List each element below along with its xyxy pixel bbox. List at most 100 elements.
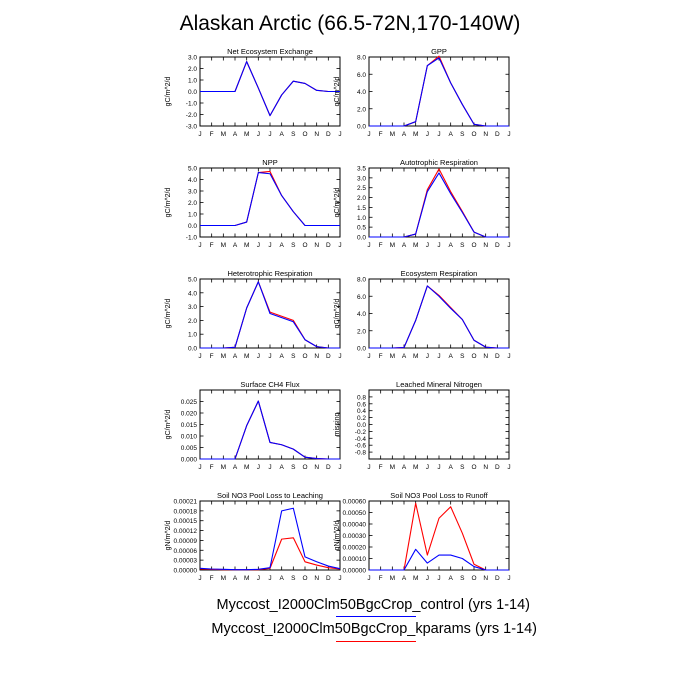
chart-panel: Leached Mineral Nitrogenmissing-0.8-0.6-… — [334, 380, 511, 471]
panel-title: Leached Mineral Nitrogen — [396, 380, 482, 389]
x-tick-label: J — [437, 131, 440, 138]
y-tick-label: 0.00021 — [174, 499, 198, 506]
chart-panel: Soil NO3 Pool Loss to LeachinggN/m^2/d0.… — [165, 491, 342, 582]
x-tick-label: J — [338, 464, 341, 471]
x-tick-label: J — [437, 353, 440, 360]
x-tick-label: O — [302, 575, 307, 582]
x-tick-label: A — [233, 353, 238, 360]
series-line-control — [200, 400, 340, 460]
series-line-control — [369, 285, 509, 349]
y-tick-label: 2.0 — [188, 318, 197, 325]
x-tick-label: D — [326, 242, 331, 249]
x-tick-label: F — [379, 131, 383, 138]
series-line-control — [200, 61, 340, 117]
x-tick-label: N — [483, 353, 488, 360]
panel-title: Heterotrophic Respiration — [227, 269, 312, 278]
x-tick-label: J — [257, 242, 260, 249]
x-tick-label: A — [233, 242, 238, 249]
x-tick-label: F — [210, 242, 214, 249]
series-line-kparams — [200, 61, 340, 117]
x-tick-label: J — [426, 242, 429, 249]
series-line-control — [200, 172, 340, 227]
y-tick-label: 3.0 — [188, 189, 197, 196]
y-axis-label: gC/m^2/d — [165, 77, 172, 107]
x-tick-label: J — [426, 575, 429, 582]
chart-panel: Soil NO3 Pool Loss to RunoffgN/m^2/d0.00… — [334, 491, 511, 582]
x-tick-label: M — [244, 131, 249, 138]
y-tick-label: -0.2 — [355, 429, 367, 436]
x-tick-label: A — [233, 131, 238, 138]
y-tick-label: -0.8 — [355, 450, 367, 457]
y-tick-label: 0.025 — [181, 399, 198, 406]
x-tick-label: J — [367, 242, 370, 249]
x-tick-label: O — [302, 242, 307, 249]
x-tick-label: J — [338, 131, 341, 138]
x-tick-label: F — [210, 353, 214, 360]
y-tick-label: 0.0 — [188, 346, 197, 353]
x-tick-label: M — [413, 353, 418, 360]
x-tick-label: A — [279, 242, 284, 249]
x-tick-label: S — [291, 353, 296, 360]
x-tick-label: A — [279, 575, 284, 582]
x-tick-label: J — [367, 575, 370, 582]
x-tick-label: N — [314, 242, 319, 249]
legend-label-kparams: Myccost_I2000Clm50BgcCrop_kparams (yrs 1… — [211, 621, 537, 637]
x-tick-label: A — [448, 353, 453, 360]
x-tick-label: F — [379, 353, 383, 360]
x-tick-label: J — [437, 464, 440, 471]
y-tick-label: 5.0 — [188, 166, 197, 173]
x-tick-label: S — [291, 575, 296, 582]
x-tick-label: J — [426, 353, 429, 360]
y-tick-label: 3.5 — [357, 166, 366, 173]
x-tick-label: A — [279, 353, 284, 360]
y-tick-label: 0.4 — [357, 408, 366, 415]
x-tick-label: J — [426, 131, 429, 138]
series-line-kparams — [200, 400, 340, 460]
x-tick-label: N — [483, 575, 488, 582]
x-tick-label: J — [257, 353, 260, 360]
y-tick-label: 0.0 — [357, 124, 366, 131]
x-tick-label: N — [483, 464, 488, 471]
x-tick-label: J — [198, 242, 201, 249]
x-tick-label: M — [244, 242, 249, 249]
panel-title: Surface CH4 Flux — [240, 380, 299, 389]
series-line-kparams — [369, 502, 509, 571]
x-tick-label: F — [379, 242, 383, 249]
x-tick-label: M — [244, 464, 249, 471]
series-line-control — [369, 548, 509, 571]
x-tick-label: O — [471, 353, 476, 360]
x-tick-label: O — [471, 131, 476, 138]
y-tick-label: 0.0 — [188, 89, 197, 96]
y-tick-label: 0.00040 — [343, 522, 367, 529]
x-tick-label: N — [314, 464, 319, 471]
series-line-control — [199, 507, 341, 571]
y-tick-label: 0.00012 — [174, 528, 198, 535]
x-tick-label: J — [367, 131, 370, 138]
chart-panel: Surface CH4 Flux gC/m^2/d 0.000 0.005 0.010 0… — [165, 380, 342, 471]
y-axis-label: gC/m^2/d — [165, 410, 172, 440]
x-tick-label: J — [257, 131, 260, 138]
y-tick-label: 5.0 — [188, 277, 197, 284]
x-tick-label: F — [210, 464, 214, 471]
x-tick-label: F — [379, 464, 383, 471]
chart-panel: Net Ecosystem Exchange gC/m^2/d -3.0 -2.0 -1… — [165, 47, 342, 138]
y-tick-label: 3.0 — [357, 175, 366, 182]
y-axis-label: gC/m^2/d — [334, 77, 341, 107]
y-tick-label: 0.00003 — [174, 558, 198, 565]
x-tick-label: J — [257, 464, 260, 471]
y-tick-label: 0.000 — [181, 457, 198, 464]
x-tick-label: F — [210, 131, 214, 138]
y-tick-label: 2.0 — [357, 328, 366, 335]
chart-panel: Ecosystem Respiration gC/m^2/d 0.0 2.0 4.0 6.… — [334, 269, 511, 360]
y-tick-label: 0.8 — [357, 394, 366, 401]
x-tick-label: J — [367, 464, 370, 471]
y-axis-label: gN/m^2/d — [334, 521, 341, 551]
y-tick-label: 6.0 — [357, 72, 366, 79]
y-tick-label: 0.010 — [181, 434, 198, 441]
x-tick-label: S — [460, 464, 465, 471]
y-tick-label: 0.00010 — [343, 556, 367, 563]
x-tick-label: J — [198, 353, 201, 360]
x-tick-label: A — [279, 131, 284, 138]
